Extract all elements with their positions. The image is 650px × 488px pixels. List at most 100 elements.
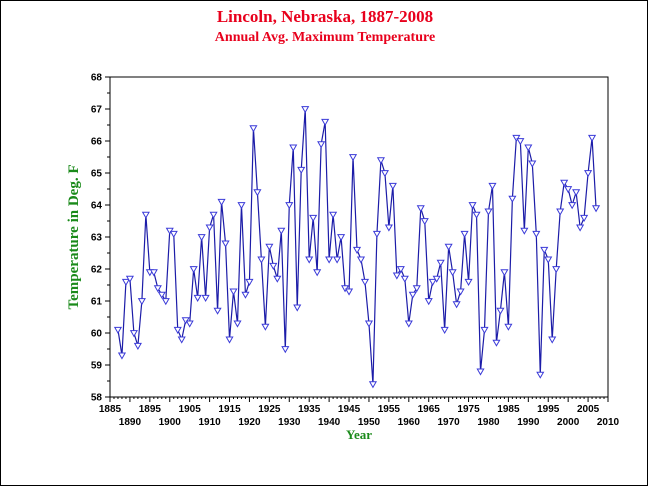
data-point — [344, 288, 354, 296]
data-point — [572, 189, 581, 197]
x-tick-label: 1995 — [537, 404, 560, 415]
x-tick-label: 1975 — [457, 404, 480, 415]
y-tick-label: 66 — [91, 137, 103, 148]
data-point — [420, 218, 429, 226]
data-point — [249, 125, 258, 133]
y-tick-label: 62 — [91, 265, 103, 276]
data-point — [520, 227, 529, 235]
y-tick-label: 63 — [91, 233, 103, 244]
data-point — [532, 230, 541, 239]
data-point — [121, 278, 131, 287]
y-tick-label: 67 — [91, 105, 103, 116]
x-tick-label: 2005 — [577, 404, 600, 415]
data-point — [149, 269, 158, 277]
data-point — [556, 208, 565, 216]
data-point — [137, 298, 146, 306]
y-tick-label: 60 — [91, 329, 103, 340]
x-tick-label: 1990 — [517, 417, 540, 428]
data-point — [432, 275, 441, 283]
series-line — [117, 108, 597, 385]
data-point — [408, 291, 417, 299]
data-point — [376, 157, 385, 165]
data-point — [301, 106, 310, 114]
x-tick-label: 1970 — [438, 417, 461, 428]
x-tick-label: 1920 — [238, 417, 261, 428]
x-tick-label: 1905 — [179, 404, 202, 415]
data-point — [257, 256, 266, 264]
x-tick-label: 1890 — [119, 417, 142, 428]
x-tick-label: 1915 — [218, 404, 241, 415]
data-point — [580, 214, 589, 223]
data-point — [508, 195, 517, 203]
data-point — [269, 262, 278, 271]
x-tick-label: 2000 — [557, 417, 580, 428]
data-point — [380, 170, 389, 178]
data-point — [548, 336, 557, 344]
data-point — [197, 234, 206, 242]
data-point — [329, 211, 338, 219]
data-point — [424, 298, 433, 306]
y-axis-title: Temperature in Deg. F — [66, 165, 82, 310]
data-point — [213, 307, 222, 315]
data-point — [536, 371, 545, 379]
data-point — [560, 179, 569, 187]
data-point — [352, 246, 362, 255]
data-point — [133, 342, 142, 351]
data-point — [540, 246, 549, 255]
data-point — [500, 269, 509, 277]
data-point — [129, 330, 138, 338]
x-tick-label: 1925 — [258, 404, 281, 415]
data-point — [141, 211, 150, 219]
data-point — [372, 230, 381, 239]
data-point — [177, 336, 186, 344]
data-point — [161, 298, 170, 306]
y-axis: 58 59 60 61 62 63 64 65 66 67 68 — [91, 73, 110, 404]
data-point — [153, 285, 162, 293]
x-tick-label: 2010 — [597, 417, 620, 428]
x-tick-label: 1900 — [159, 417, 182, 428]
data-point — [245, 278, 254, 287]
data-point — [412, 285, 421, 293]
data-point — [237, 202, 246, 210]
x-tick-label: 1965 — [418, 404, 441, 415]
data-point — [169, 230, 178, 239]
data-point — [289, 144, 298, 152]
x-tick-label: 1980 — [477, 417, 500, 428]
data-point — [309, 214, 318, 223]
x-tick-label: 1885 — [99, 404, 122, 415]
data-point — [480, 326, 489, 335]
data-point — [313, 269, 322, 277]
data-point — [488, 182, 497, 191]
data-point — [277, 227, 286, 235]
data-point — [472, 211, 481, 219]
data-point — [125, 275, 134, 283]
data-point — [305, 256, 314, 264]
data-point — [460, 230, 469, 239]
data-point — [400, 275, 409, 283]
x-tick-label: 1930 — [278, 417, 301, 428]
data-point — [201, 294, 210, 303]
data-point — [117, 352, 127, 360]
data-point — [568, 202, 577, 210]
data-point — [356, 256, 366, 264]
chart-subtitle: Annual Avg. Maximum Temperature — [214, 30, 436, 45]
data-point — [448, 269, 457, 277]
data-point — [189, 266, 198, 274]
data-point — [261, 323, 270, 331]
data-point — [337, 234, 346, 242]
data-point — [496, 307, 505, 315]
data-point — [157, 291, 166, 299]
data-point — [273, 275, 282, 283]
data-point — [193, 294, 202, 303]
data-point — [436, 259, 445, 267]
x-tick-label: 1985 — [497, 404, 520, 415]
x-tick-label: 1940 — [318, 417, 341, 428]
data-point — [591, 205, 601, 213]
data-point — [360, 278, 370, 287]
data-point — [444, 243, 453, 251]
data-point — [253, 189, 262, 197]
data-point — [584, 170, 593, 178]
y-tick-label: 59 — [91, 361, 103, 372]
